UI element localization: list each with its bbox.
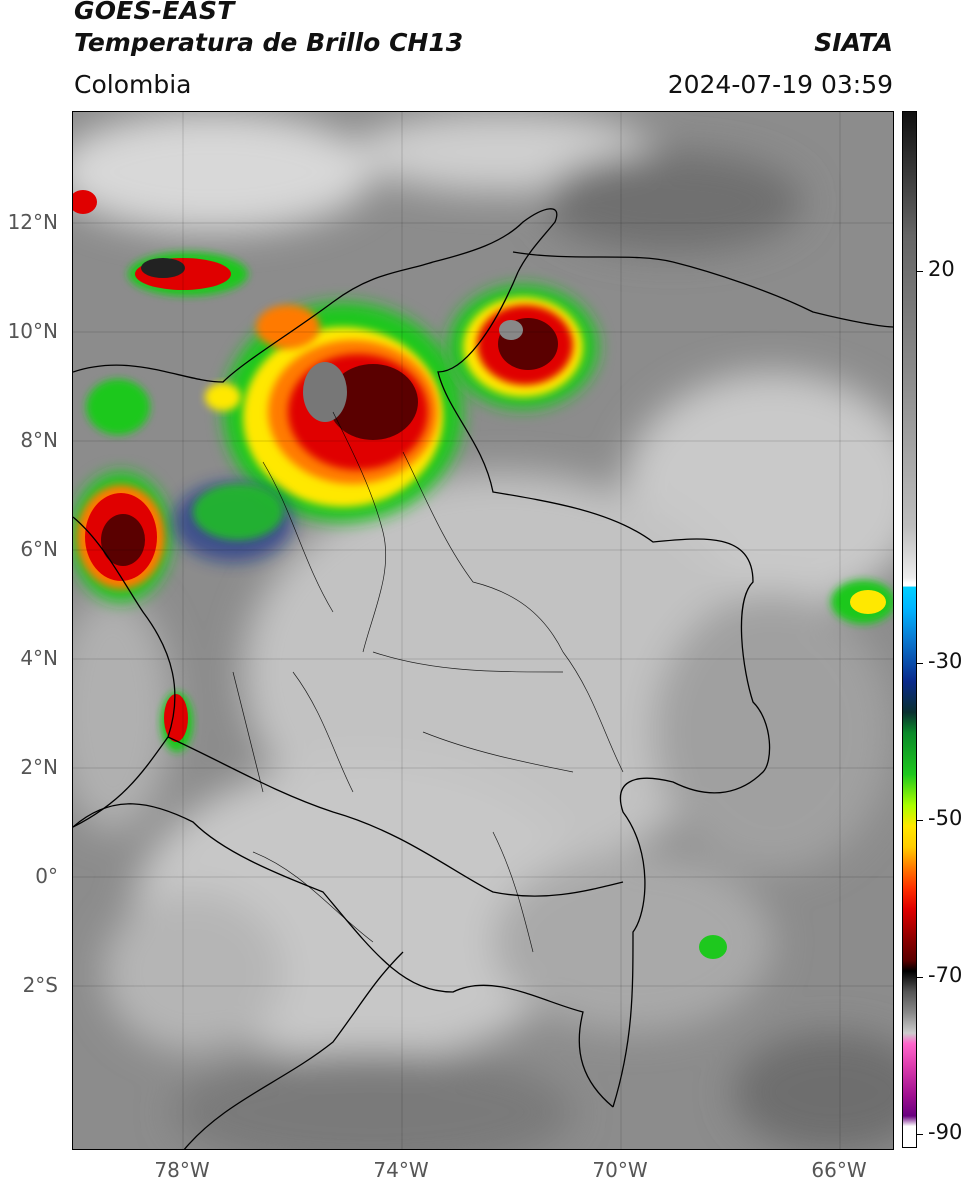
lat-label-2n: 2°N	[20, 755, 58, 779]
lat-label-6n: 6°N	[20, 537, 58, 561]
lat-label-12n: 12°N	[7, 210, 58, 234]
lon-label-66w: 66°W	[811, 1158, 867, 1182]
lon-label-74w: 74°W	[373, 1158, 429, 1182]
storm-east-edge	[831, 580, 893, 624]
storm-west-coast	[86, 379, 241, 435]
department-borders	[232, 411, 624, 953]
colorbar-tick	[917, 663, 923, 664]
lat-label-2s: 2°S	[22, 973, 58, 997]
colorbar-label-minus90: -90	[928, 1120, 963, 1144]
storm-southwest	[161, 692, 193, 752]
storm-chain	[173, 482, 727, 959]
lon-label-78w: 78°W	[154, 1158, 210, 1182]
graticule	[73, 112, 893, 1149]
product-title: Temperatura de Brillo CH13	[74, 28, 464, 57]
storm-pacific	[73, 472, 171, 602]
colorbar-label-20: 20	[928, 257, 955, 281]
lon-label-70w: 70°W	[592, 1158, 648, 1182]
colorbar-tick	[917, 977, 923, 978]
map-svg	[73, 112, 893, 1149]
storm-zulia	[448, 285, 598, 409]
lat-label-8n: 8°N	[20, 428, 58, 452]
country-borders	[73, 208, 893, 1149]
colorbar-tick	[917, 271, 923, 272]
cloud-texture	[73, 112, 893, 1149]
lat-label-10n: 10°N	[7, 319, 58, 343]
colorbar-label-minus30: -30	[928, 649, 963, 673]
storm-central-north	[223, 302, 463, 522]
timestamp-label: 2024-07-19 03:59	[667, 70, 893, 99]
colorbar-label-minus50: -50	[928, 806, 963, 830]
temperature-colorbar	[902, 111, 917, 1148]
lat-label-4n: 4°N	[20, 646, 58, 670]
storm-caribbean	[73, 190, 248, 296]
satellite-map	[72, 111, 894, 1150]
colorbar-label-minus70: -70	[928, 963, 963, 987]
satellite-title: GOES-EAST	[74, 0, 235, 25]
lat-label-equator: 0°	[35, 864, 58, 888]
colorbar-tick	[917, 1134, 923, 1135]
brand-label: SIATA	[814, 28, 893, 57]
colorbar-tick	[917, 820, 923, 821]
region-label: Colombia	[74, 70, 192, 99]
